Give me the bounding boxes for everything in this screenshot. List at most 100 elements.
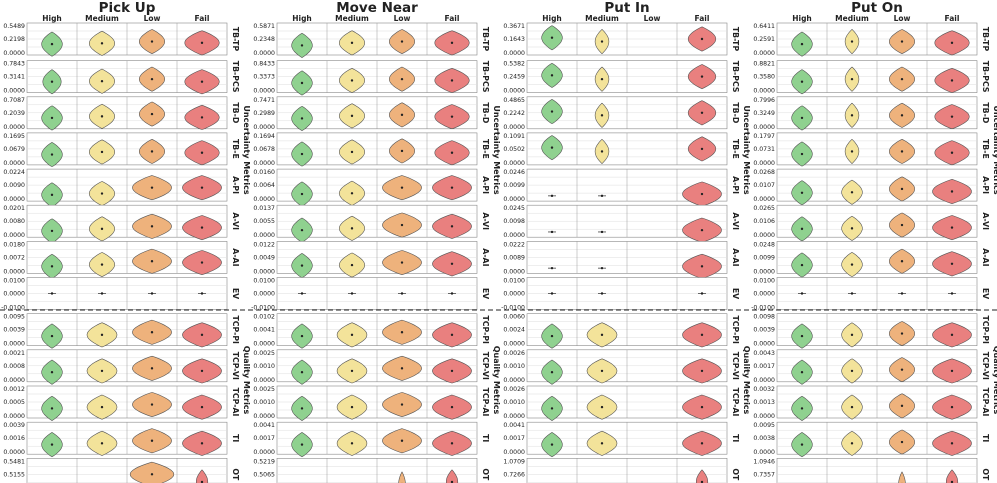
- tick-label: 0.0222: [503, 241, 525, 248]
- median-dot: [800, 42, 804, 46]
- tick-label: 0.2039: [3, 110, 25, 117]
- category-header: Fail: [945, 14, 960, 23]
- tick-label: 0.0000: [753, 50, 775, 57]
- tick-label: 0.1643: [503, 36, 525, 43]
- median-dot: [950, 405, 954, 409]
- tick-label: 0.0000: [753, 88, 775, 95]
- tick-label: 0.0180: [3, 241, 25, 248]
- tick-label: 0.0000: [503, 268, 525, 275]
- tick-label: 0.5065: [253, 471, 275, 478]
- median-dot: [300, 228, 304, 232]
- tick-label: 0.0095: [753, 422, 775, 429]
- median-dot: [450, 369, 454, 373]
- median-dot: [850, 114, 854, 117]
- panel-cell: 0.0039 0.0016 0.0000 TI: [3, 421, 240, 458]
- violin: [946, 469, 959, 483]
- median-dot: [450, 442, 454, 445]
- median-dot: [850, 263, 854, 266]
- tick-label: 0.7471: [253, 97, 275, 104]
- metric-label: EV: [231, 288, 240, 299]
- median-dot: [50, 153, 54, 156]
- metric-label: TCP-AI: [731, 388, 740, 417]
- tick-label: -0.0100: [751, 305, 775, 312]
- task-title: Move Near: [336, 0, 418, 16]
- median-dot: [900, 40, 904, 43]
- tick-label: 0.0000: [753, 413, 775, 420]
- metric-label: TB-PCS: [481, 61, 490, 93]
- metric-label: TI: [481, 434, 490, 442]
- metric-label: TB-D: [231, 102, 240, 123]
- tick-label: 0.0107: [753, 182, 775, 189]
- median-dot: [200, 369, 204, 373]
- median-dot: [400, 403, 404, 406]
- tick-label: 1.0946: [753, 458, 775, 465]
- panel-cell: 0.4865 0.2242 0.0000 TB-D: [503, 96, 740, 131]
- tick-label: 0.8821: [753, 61, 775, 68]
- median-dot: [700, 228, 704, 232]
- group-label-quality: Quality Metrics: [742, 346, 751, 415]
- tick-label: 0.0160: [253, 169, 275, 176]
- median-dot: [900, 332, 904, 335]
- tick-label: 0.1695: [3, 133, 25, 140]
- median-dot: [950, 41, 954, 45]
- tick-label: 0.2459: [503, 74, 525, 81]
- median-dot: [800, 263, 804, 267]
- median-dot: [600, 230, 604, 234]
- median-dot: [900, 114, 904, 117]
- median-dot: [450, 480, 454, 483]
- tick-label: 0.0025: [253, 350, 275, 357]
- median-dot: [300, 264, 304, 267]
- category-header: Fail: [195, 14, 210, 23]
- metric-label: TB-D: [731, 102, 740, 123]
- median-dot: [350, 369, 354, 373]
- panel-cell: 0.1797 0.0731 0.0000 TB-E: [753, 132, 990, 167]
- tick-label: 0.3671: [503, 23, 525, 30]
- median-dot: [550, 443, 554, 446]
- median-dot: [600, 194, 604, 198]
- tick-label: 0.0246: [503, 169, 525, 176]
- category-header: High: [42, 14, 62, 23]
- median-dot: [900, 368, 904, 371]
- tick-label: 0.0000: [503, 50, 525, 57]
- violin: [398, 471, 406, 483]
- tick-label: 0.0000: [253, 377, 275, 384]
- median-dot: [900, 77, 904, 81]
- median-dot: [400, 77, 404, 81]
- panel-cell: 0.7471 0.2989 0.0000 TB-D: [253, 96, 490, 131]
- median-dot: [400, 331, 404, 334]
- tick-label: 0.7266: [503, 471, 525, 478]
- tick-label: 0.0137: [253, 205, 275, 212]
- tick-label: 0.2989: [253, 110, 275, 117]
- category-header: Low: [644, 14, 661, 23]
- metric-label: A-PI: [981, 176, 990, 194]
- median-dot: [200, 41, 204, 45]
- median-dot: [600, 292, 604, 295]
- median-dot: [450, 41, 454, 45]
- tick-label: 0.0032: [753, 386, 775, 393]
- median-dot: [150, 260, 154, 263]
- median-dot: [550, 230, 554, 234]
- panel-cell: 0.0246 0.0099 0.0000 A-PI: [503, 168, 740, 207]
- violin: [898, 471, 906, 483]
- category-header: Medium: [85, 14, 119, 23]
- category-header: Medium: [585, 14, 619, 23]
- median-dot: [600, 77, 604, 81]
- tick-label: 0.5382: [503, 61, 525, 68]
- tick-label: 0.0038: [753, 435, 775, 442]
- tick-label: 0.2591: [753, 36, 775, 43]
- tick-label: 0.2242: [503, 110, 525, 117]
- tick-label: 0.5219: [253, 458, 275, 465]
- median-dot: [550, 292, 554, 295]
- panel-cell: 0.0098 0.0039 0.0000 TCP-PI: [753, 313, 990, 349]
- panel-cell: 0.0201 0.0080 0.0000 A-VI: [3, 204, 240, 244]
- tick-label: 0.0106: [753, 218, 775, 225]
- tick-label: 0.0099: [753, 254, 775, 261]
- tick-label: 0.7357: [753, 471, 775, 478]
- metric-label: TB-TP: [731, 27, 740, 52]
- tick-label: 0.0041: [253, 327, 275, 334]
- median-dot: [150, 112, 154, 116]
- tick-label: 0.0000: [503, 232, 525, 239]
- median-dot: [550, 146, 554, 149]
- median-dot: [600, 442, 604, 445]
- median-dot: [950, 333, 954, 337]
